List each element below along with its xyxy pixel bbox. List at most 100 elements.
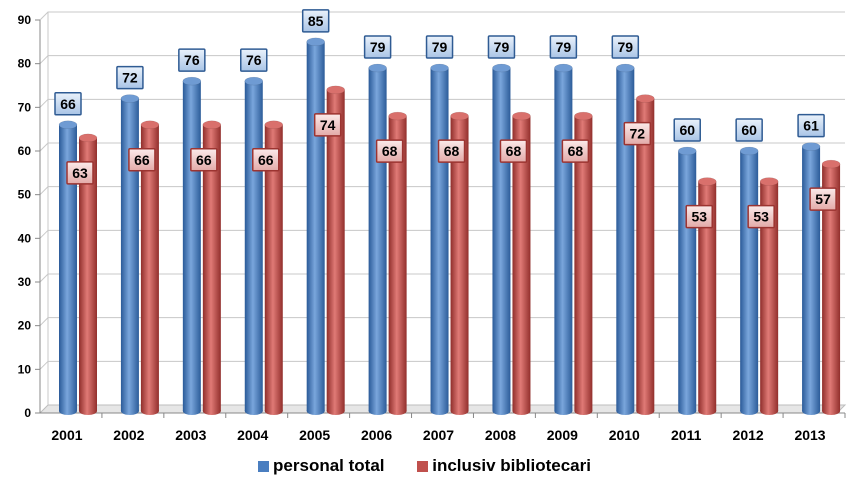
data-label-box	[561, 139, 590, 163]
data-label-box	[178, 48, 206, 72]
x-tick-label: 2002	[113, 427, 144, 443]
data-label-box	[809, 187, 837, 211]
x-tick-label: 2004	[237, 427, 268, 443]
data-label-box	[313, 113, 342, 137]
bar-inclusiv-bibliotecari	[388, 116, 407, 412]
bar-base	[326, 407, 345, 415]
bar-cap	[821, 159, 841, 169]
bar-personal-total	[59, 124, 77, 412]
bar-base	[388, 407, 407, 415]
bar-personal-total	[740, 151, 759, 411]
x-tick-label: 2010	[609, 427, 640, 443]
bar-cap	[801, 142, 821, 151]
legend: personal total inclusiv bibliotecari	[0, 455, 849, 476]
gridline	[39, 11, 845, 21]
legend-label: inclusiv bibliotecari	[432, 455, 591, 475]
y-tick-label: 0	[24, 406, 31, 420]
data-label-box	[190, 148, 218, 172]
bar-personal-total	[244, 81, 263, 411]
bar-base	[140, 407, 159, 415]
data-label: 68	[568, 143, 584, 159]
bar-base	[636, 407, 655, 415]
bar-cap	[697, 177, 717, 186]
y-tick-label: 20	[18, 319, 32, 333]
bar-cap	[120, 94, 140, 103]
x-tick-label: 2001	[51, 427, 82, 443]
x-tick-label: 2013	[794, 427, 825, 443]
bar-cap	[450, 111, 469, 121]
bar-cap	[759, 177, 779, 186]
data-label-box	[487, 35, 516, 59]
bar-base	[368, 407, 387, 415]
bar-cap	[388, 111, 407, 121]
bar-cap	[182, 76, 202, 86]
bar-cap	[140, 120, 160, 130]
data-label: 53	[691, 209, 707, 225]
bar-base	[59, 407, 77, 415]
data-label-box	[611, 35, 640, 59]
y-tick-label: 70	[18, 100, 32, 114]
bar-base	[574, 407, 593, 415]
bar-personal-total	[430, 68, 449, 412]
data-label: 60	[679, 122, 695, 138]
bar-cap	[512, 111, 531, 121]
legend-item-personal-total: personal total	[258, 455, 385, 476]
bar-base	[740, 407, 759, 415]
data-label: 79	[370, 39, 386, 55]
bar-cap	[677, 146, 697, 156]
data-label-box	[128, 148, 156, 172]
x-tick-label: 2009	[547, 427, 578, 443]
bar-base	[79, 407, 97, 415]
bar-personal-total	[492, 68, 511, 412]
x-tick-label: 2006	[361, 427, 392, 443]
data-label-box	[363, 35, 392, 59]
bar-inclusiv-bibliotecari	[636, 98, 655, 411]
data-label: 66	[134, 152, 150, 168]
bar-personal-total	[306, 41, 325, 411]
bar-base	[306, 407, 325, 415]
data-label: 66	[258, 152, 274, 168]
bar-base	[450, 407, 469, 415]
bar-base	[202, 407, 221, 415]
y-tick-label: 90	[18, 13, 32, 27]
data-labels: 66 63 72 66 76 66 76 66 85 74 79 68 79 68 79 68 79 68 79 72…	[54, 9, 837, 229]
bar-personal-total	[616, 68, 635, 412]
bar-inclusiv-bibliotecari	[202, 124, 221, 412]
bar-cap	[264, 120, 284, 130]
data-label-box	[66, 161, 94, 185]
data-label: 63	[72, 165, 88, 181]
legend-swatch-blue	[258, 460, 270, 472]
bar-base	[822, 407, 841, 415]
bar-base	[492, 407, 511, 415]
data-label-box	[425, 35, 454, 59]
bar-base	[264, 407, 283, 415]
axes: 0 10 20 30 40 50 60 70 80 90 2001 2002 2003 2004 2005 2…	[18, 13, 846, 443]
bar-inclusiv-bibliotecari	[450, 116, 469, 412]
bar-inclusiv-bibliotecari	[326, 89, 345, 411]
bar-cap	[636, 94, 655, 103]
data-label-box	[673, 118, 701, 142]
data-label-box	[623, 121, 652, 146]
data-label: 79	[556, 39, 572, 55]
data-label-box	[747, 204, 775, 229]
bar-base	[616, 407, 635, 415]
x-tick-label: 2012	[733, 427, 764, 443]
gridline	[39, 98, 845, 108]
bar-cap	[430, 63, 449, 73]
bar-inclusiv-bibliotecari	[140, 124, 159, 412]
y-tick-label: 10	[18, 362, 32, 376]
gridline	[39, 55, 845, 65]
data-label-box	[252, 148, 280, 172]
data-label-box	[116, 65, 144, 90]
data-label: 57	[815, 191, 831, 207]
x-tick-label: 2011	[671, 427, 702, 443]
bar-inclusiv-bibliotecari	[822, 164, 841, 411]
legend-swatch-red	[417, 460, 429, 472]
x-tick-label: 2008	[485, 427, 516, 443]
legend-label: personal total	[273, 455, 385, 475]
bars	[58, 37, 841, 415]
bar-base	[512, 407, 531, 415]
bar-base	[678, 407, 697, 415]
bar-cap	[306, 37, 325, 47]
